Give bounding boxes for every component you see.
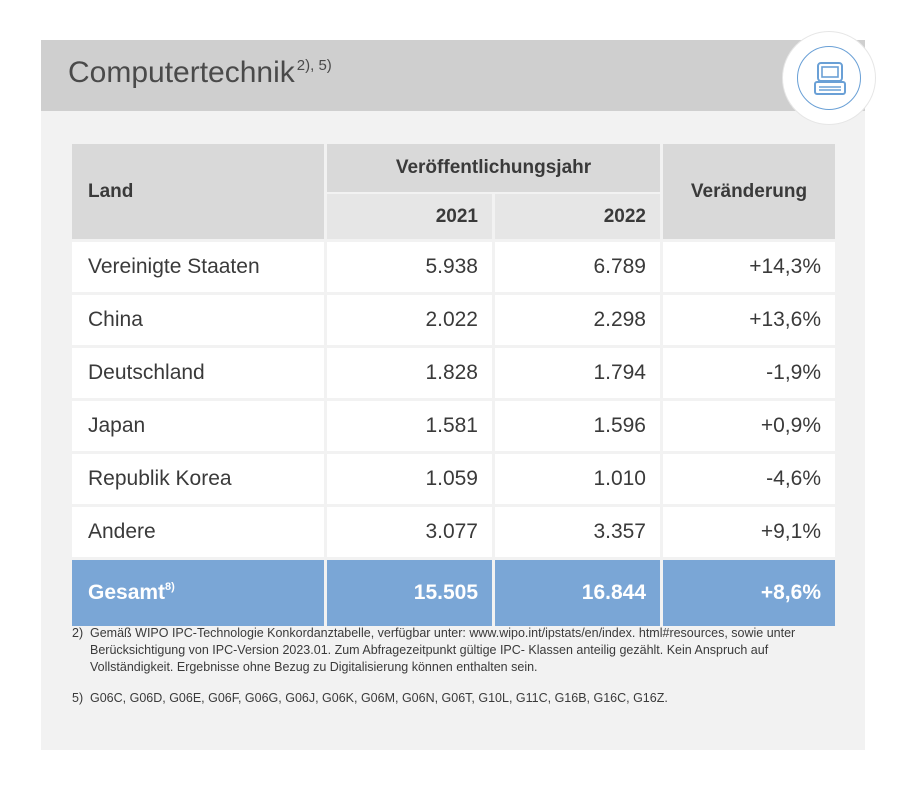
data-table: Land Veröffentlichungsjahr Veränderung 2… [72, 144, 835, 626]
category-badge [783, 32, 875, 124]
cell-2022: 1.010 [495, 451, 663, 504]
table-row: Republik Korea 1.059 1.010 -4,6% [72, 451, 835, 504]
total-label: Gesamt [88, 581, 165, 604]
footnote-number: 2) [72, 625, 90, 676]
cell-2022: 3.357 [495, 504, 663, 557]
cell-land: Andere [72, 504, 327, 557]
footnote-text: G06C, G06D, G06E, G06F, G06G, G06J, G06K… [90, 690, 852, 707]
cell-2021: 1.059 [327, 451, 495, 504]
cell-2022: 6.789 [495, 239, 663, 292]
title-footnote-ref: 2), 5) [297, 57, 332, 74]
cell-2021: 5.938 [327, 239, 495, 292]
cell-2021: 1.581 [327, 398, 495, 451]
table-row: Deutschland 1.828 1.794 -1,9% [72, 345, 835, 398]
cell-change: +0,9% [663, 398, 835, 451]
cell-land: Vereinigte Staaten [72, 239, 327, 292]
table-row: Japan 1.581 1.596 +0,9% [72, 398, 835, 451]
cell-land: Republik Korea [72, 451, 327, 504]
cell-total-2022: 16.844 [495, 557, 663, 626]
column-header-change: Veränderung [663, 144, 835, 239]
cell-change: -4,6% [663, 451, 835, 504]
column-header-2021: 2021 [327, 192, 495, 239]
total-footnote-ref: 8) [165, 581, 175, 593]
table-row: Vereinigte Staaten 5.938 6.789 +14,3% [72, 239, 835, 292]
statistics-card: Computertechnik2), 5) Land Veröffentlich… [41, 40, 865, 750]
cell-change: +13,6% [663, 292, 835, 345]
cell-total-change: +8,6% [663, 557, 835, 626]
computer-icon [813, 60, 847, 98]
cell-total-label: Gesamt8) [72, 557, 327, 626]
column-header-2022: 2022 [495, 192, 663, 239]
page-title: Computertechnik2), 5) [68, 56, 332, 90]
cell-2021: 2.022 [327, 292, 495, 345]
footnote: 5) G06C, G06D, G06E, G06F, G06G, G06J, G… [72, 690, 852, 707]
column-header-land: Land [72, 144, 327, 239]
card-header: Computertechnik2), 5) [41, 40, 865, 111]
cell-land: Japan [72, 398, 327, 451]
cell-2021: 1.828 [327, 345, 495, 398]
cell-total-2021: 15.505 [327, 557, 495, 626]
title-text: Computertechnik [68, 56, 295, 89]
total-row: Gesamt8) 15.505 16.844 +8,6% [72, 557, 835, 626]
cell-2021: 3.077 [327, 504, 495, 557]
table-row: Andere 3.077 3.357 +9,1% [72, 504, 835, 557]
table-row: China 2.022 2.298 +13,6% [72, 292, 835, 345]
cell-land: China [72, 292, 327, 345]
cell-change: -1,9% [663, 345, 835, 398]
cell-land: Deutschland [72, 345, 327, 398]
cell-2022: 1.596 [495, 398, 663, 451]
footnote-number: 5) [72, 690, 90, 707]
footnote: 2) Gemäß WIPO IPC-Technologie Konkordanz… [72, 625, 852, 676]
cell-change: +9,1% [663, 504, 835, 557]
cell-change: +14,3% [663, 239, 835, 292]
footnote-text: Gemäß WIPO IPC-Technologie Konkordanztab… [90, 625, 852, 676]
column-header-year-group: Veröffentlichungsjahr [327, 144, 663, 192]
footnotes: 2) Gemäß WIPO IPC-Technologie Konkordanz… [72, 625, 852, 721]
badge-ring [797, 46, 861, 110]
cell-2022: 2.298 [495, 292, 663, 345]
cell-2022: 1.794 [495, 345, 663, 398]
